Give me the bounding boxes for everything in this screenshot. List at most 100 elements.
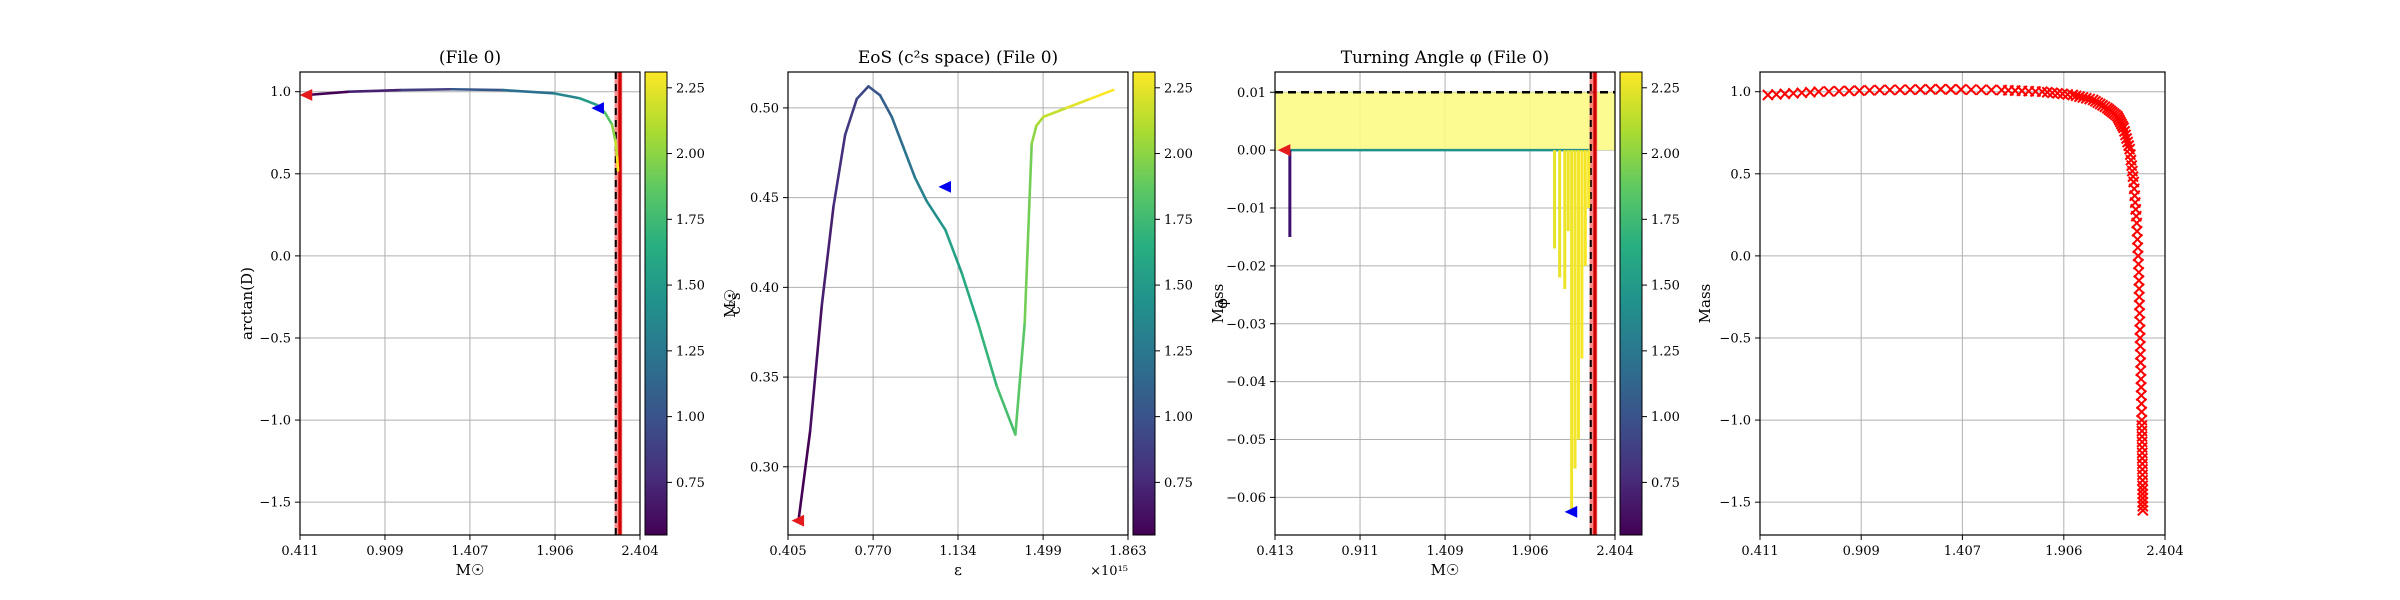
data-point [2135, 308, 2145, 318]
x-tick-label: 1.407 [1944, 544, 1981, 559]
y-tick-label: −1.5 [1719, 496, 1751, 511]
x-tick-label: 1.906 [536, 544, 573, 559]
y-tick-label: −0.02 [1226, 259, 1266, 274]
x-tick-label: 2.404 [621, 544, 658, 559]
colorbar-tick-label: 0.75 [1164, 476, 1193, 491]
series-segment [400, 89, 451, 90]
y-tick-label: −0.03 [1226, 317, 1266, 332]
colorbar-tick-label: 1.00 [1651, 410, 1680, 425]
data-point [1865, 85, 1875, 95]
subplot-title: (File 0) [439, 48, 501, 68]
x-tick-label: 1.863 [1109, 544, 1146, 559]
data-point [1976, 85, 1986, 95]
y-tick-label: 0.30 [750, 460, 779, 475]
data-point [2138, 470, 2148, 480]
y-tick-label: 0.50 [750, 101, 779, 116]
y-tick-label: 0.40 [750, 281, 779, 296]
y-tick-label: −0.5 [259, 331, 291, 346]
data-point [1854, 86, 1864, 96]
colorbar-tick-label: 1.75 [1164, 213, 1193, 228]
colorbar [1620, 72, 1642, 535]
data-point [2136, 358, 2146, 368]
colorbar-tick-label: 1.50 [1651, 279, 1680, 294]
colorbar-tick-label: 2.25 [1164, 81, 1193, 96]
y-tick-label: 0.00 [1237, 144, 1266, 159]
y-tick-label: 0.35 [750, 371, 779, 386]
series-segment [615, 141, 617, 157]
start-marker [300, 89, 313, 101]
colorbar-tick-label: 2.25 [1651, 81, 1680, 96]
data-point [1805, 87, 1815, 97]
data-point [2137, 437, 2147, 447]
y-tick-label: −0.5 [1719, 331, 1751, 346]
colorbar [645, 72, 667, 535]
data-point [1956, 85, 1966, 95]
colorbar-tick-label: 1.75 [676, 213, 705, 228]
data-point [1986, 85, 1996, 95]
y-tick-label: −0.01 [1226, 202, 1266, 217]
y-tick-label: 1.0 [1730, 85, 1751, 100]
data-point [1925, 84, 1935, 94]
series-segment [822, 207, 834, 306]
series-segment [1015, 323, 1024, 434]
data-point [2137, 464, 2147, 474]
data-point [1915, 85, 1925, 95]
series-segment [1036, 117, 1043, 126]
series-segment [833, 135, 845, 207]
data-point [1936, 84, 1946, 94]
data-point [1966, 85, 1976, 95]
series-segment [503, 90, 554, 93]
series-segment [880, 95, 892, 117]
data-point [2137, 431, 2147, 441]
colorbar-tick-label: 2.00 [1164, 147, 1193, 162]
x-tick-label: 0.411 [281, 544, 318, 559]
x-tick-label: 0.909 [1843, 544, 1880, 559]
subplot-title: Turning Angle φ (File 0) [1341, 48, 1550, 68]
subplot-4: 0.411 0.909 1.407 1.906 2.404 −1.5 −1.0 −0.5 0.0… [1719, 72, 2183, 559]
colorbar-tick-label: 1.50 [1164, 279, 1193, 294]
subplot-3: 0.413 0.911 1.409 1.906 2.404 −0.06 −0.05 −0.04… [1213, 48, 1714, 579]
x-tick-label: 2.404 [2146, 544, 2183, 559]
x-tick-label: 0.405 [769, 544, 806, 559]
y-tick-label: −0.06 [1226, 491, 1266, 506]
colorbar-tick-label: 1.25 [1164, 344, 1193, 359]
y-tick-label: 0.0 [1730, 249, 1751, 264]
x-tick-label: 2.404 [1596, 544, 1633, 559]
series-segment [868, 86, 880, 95]
series-segment [554, 93, 580, 98]
data-point [2138, 475, 2148, 485]
series-segment [962, 273, 978, 323]
series-segment [798, 431, 810, 521]
series-segment [845, 99, 857, 135]
series-segment [605, 113, 612, 124]
x-tick-label: 1.499 [1025, 544, 1062, 559]
x-offset-label: ×10¹⁵ [1090, 564, 1128, 579]
colorbar-tick-label: 1.00 [676, 410, 705, 425]
x-tick-label: 1.407 [451, 544, 488, 559]
y-tick-label: 0.45 [750, 191, 779, 206]
colorbar-tick-label: 2.00 [676, 147, 705, 162]
series-segment [617, 157, 618, 170]
y-tick-label: −1.0 [259, 414, 291, 429]
y-tick-label: 0.5 [270, 167, 291, 182]
data-point [2137, 426, 2147, 436]
data-point [2137, 442, 2147, 452]
colorbar-tick-label: 1.25 [1651, 344, 1680, 359]
colorbar-tick-label: 0.75 [676, 476, 705, 491]
data-point [1844, 86, 1854, 96]
series-segment [1090, 90, 1113, 99]
x-tick-label: 0.911 [1341, 544, 1378, 559]
y-axis-label: φ [1213, 298, 1231, 309]
subplot-1: 0.411 0.909 1.407 1.906 2.404 −1.5 −1.0 −0.5 0.0… [238, 48, 739, 579]
subplot-2: 0.405 0.770 1.134 1.499 1.863 0.30 0.35 0.40 0.4… [726, 48, 1227, 579]
data-point [2137, 448, 2147, 458]
data-point [1834, 86, 1844, 96]
series-segment [892, 117, 904, 148]
y-tick-label: 0.0 [270, 249, 291, 264]
y-tick-label: 0.5 [1730, 167, 1751, 182]
x-axis-label: M☉ [1431, 561, 1460, 579]
series-segment [903, 147, 915, 178]
data-point [1875, 85, 1885, 95]
series-segment [1025, 144, 1032, 323]
